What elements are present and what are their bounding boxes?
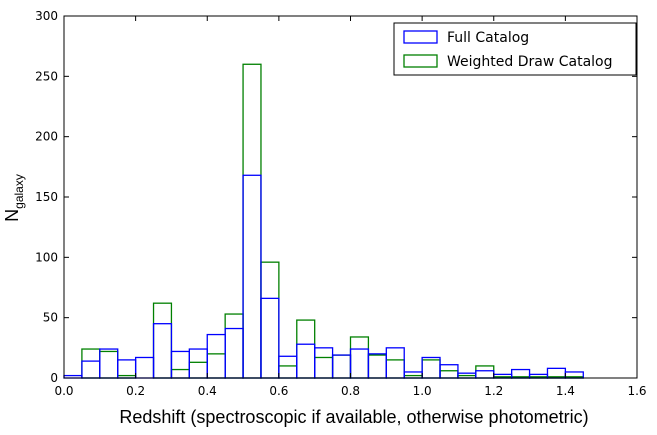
full-catalog-bin-9	[224, 327, 244, 379]
weighted-draw-catalog-bin-23	[475, 365, 495, 379]
full-catalog-bin-15	[331, 354, 352, 379]
weighted-draw-catalog-bin-14	[314, 356, 334, 379]
y-tick-label: 150	[35, 190, 58, 204]
x-tick-label: 0.0	[54, 384, 73, 398]
weighted-draw-catalog-bin-6	[170, 368, 190, 379]
svg-text:Ngalaxy: Ngalaxy	[2, 174, 26, 222]
full-catalog-bin-2	[99, 348, 119, 379]
histogram-bars	[63, 63, 584, 379]
full-catalog-bin-7	[188, 348, 208, 379]
weighted-draw-catalog-bin-20	[421, 359, 441, 379]
full-catalog-bin-20	[421, 356, 441, 379]
x-tick-label: 0.6	[269, 384, 288, 398]
weighted-draw-catalog-bin-12	[278, 365, 298, 379]
weighted-draw-catalog-bin-17	[367, 354, 387, 379]
full-catalog-bin-13	[296, 343, 316, 379]
full-catalog-bin-1	[81, 360, 101, 379]
weighted-draw-catalog-bin-21	[439, 370, 459, 379]
x-tick-label: 0.4	[198, 384, 217, 398]
full-catalog-bin-11	[260, 297, 280, 379]
y-tick-label: 100	[35, 250, 58, 264]
weighted-draw-catalog-bin-8	[206, 353, 226, 379]
x-tick-label: 0.2	[126, 384, 145, 398]
full-catalog-bin-16	[349, 348, 370, 379]
legend-swatch-weighted-draw-catalog	[403, 54, 438, 68]
x-tick-label: 1.2	[484, 384, 503, 398]
weighted-draw-catalog-bin-5	[152, 302, 173, 379]
weighted-draw-catalog-bin-10	[242, 63, 262, 379]
weighted-draw-catalog-bin-9	[224, 313, 244, 379]
weighted-draw-catalog-bin-15	[331, 354, 352, 379]
full-catalog-bin-4	[134, 356, 155, 379]
full-catalog-bin-6	[170, 350, 190, 379]
full-catalog-bin-8	[206, 333, 226, 379]
full-catalog-bin-12	[278, 355, 298, 379]
y-tick-label: 300	[35, 9, 58, 23]
weighted-draw-catalog-bin-2	[99, 350, 119, 379]
x-tick-label: 1.0	[413, 384, 432, 398]
full-catalog-bin-18	[385, 347, 405, 379]
full-catalog-bin-10	[242, 174, 262, 379]
axes: 0.0 0.2 0.4 0.6 0.8 1.0 1.2 1.4 1.6 0 50 100 150 200 2…	[35, 9, 646, 398]
legend-label-weighted-draw-catalog: Weighted Draw Catalog	[447, 54, 613, 70]
y-axis-title-subscript: galaxy	[12, 174, 26, 209]
y-tick-label: 50	[43, 311, 58, 325]
weighted-draw-catalog-bin-16	[349, 336, 370, 379]
full-catalog-bin-23	[475, 370, 495, 379]
x-axis-title: Redshift (spectroscopic if available, ot…	[119, 407, 588, 427]
weighted-draw-catalog-bin-7	[188, 361, 208, 379]
x-tick-label: 1.4	[556, 384, 575, 398]
x-tick-label: 1.6	[627, 384, 646, 398]
weighted-draw-catalog-bin-1	[81, 348, 101, 379]
full-catalog-bin-17	[367, 353, 387, 379]
y-axis-title: Ngalaxy	[2, 174, 26, 222]
full-catalog-bin-14	[314, 347, 334, 379]
legend: Full Catalog Weighted Draw Catalog	[393, 22, 637, 76]
weighted-draw-catalog-bin-13	[296, 319, 316, 379]
y-tick-label: 250	[35, 69, 58, 83]
y-tick-label: 0	[50, 371, 58, 385]
x-tick-label: 0.8	[341, 384, 360, 398]
legend-box	[393, 22, 637, 76]
weighted-draw-catalog-bin-11	[260, 261, 280, 379]
y-tick-label: 200	[35, 130, 58, 144]
y-axis-title-main: N	[2, 209, 22, 222]
legend-label-full-catalog: Full Catalog	[447, 30, 529, 46]
legend-swatch-full-catalog	[403, 30, 438, 44]
full-catalog-bin-5	[152, 323, 173, 379]
weighted-draw-catalog-bin-18	[385, 359, 405, 379]
